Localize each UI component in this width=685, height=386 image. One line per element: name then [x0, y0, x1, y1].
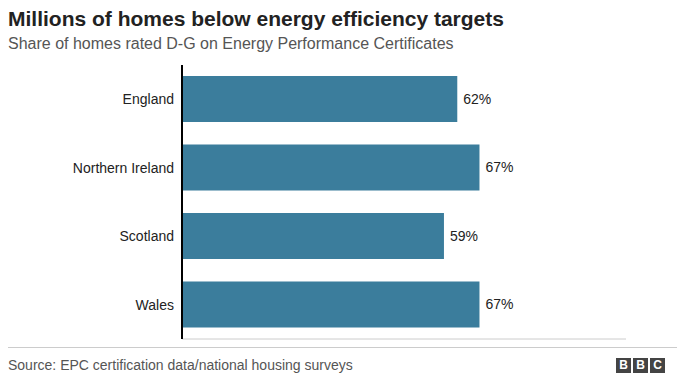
svg-text:62%: 62%: [463, 91, 491, 107]
svg-text:Scotland: Scotland: [120, 228, 174, 244]
svg-text:England: England: [123, 91, 174, 107]
svg-text:Wales: Wales: [136, 297, 174, 313]
html-text:Source: EPC certification data: Source: EPC certification data/national …: [8, 357, 353, 373]
html-text:B: B: [619, 358, 628, 372]
html-text:Millions of homes below energy: Millions of homes below energy efficienc…: [8, 7, 504, 30]
svg-text:67%: 67%: [485, 296, 513, 312]
html-text:C: C: [653, 358, 662, 372]
svg-text:Northern Ireland: Northern Ireland: [73, 160, 174, 176]
svg-text:67%: 67%: [485, 159, 513, 175]
svg-text:59%: 59%: [450, 228, 478, 244]
html-text:Share of homes rated D-G on En: Share of homes rated D-G on Energy Perfo…: [8, 35, 454, 52]
html-text:B: B: [636, 358, 645, 372]
